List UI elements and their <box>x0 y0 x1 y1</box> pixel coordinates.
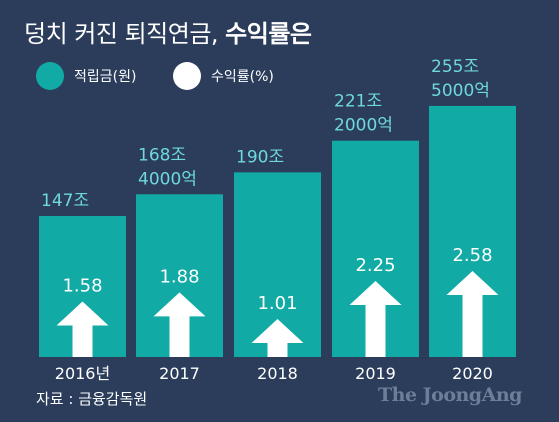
bar-value-label: 4000억 <box>138 169 197 189</box>
return-rate-label: 2.25 <box>355 255 395 276</box>
legend-label-return-rate: 수익률(%) <box>211 69 274 85</box>
return-arrow <box>153 292 206 357</box>
bar-value-label: 190조 <box>236 147 284 167</box>
return-rate-label: 1.58 <box>62 276 102 297</box>
return-arrow <box>349 281 402 357</box>
title-normal: 덩치 커진 퇴직연금, <box>24 20 219 48</box>
legend-item-return-rate: 수익률(%) <box>173 62 274 90</box>
source-note: 자료 : 금융감독원 <box>36 390 148 408</box>
bar-value-label: 5000억 <box>431 81 490 101</box>
x-tick-label: 2017 <box>159 364 200 383</box>
chart-title: 덩치 커진 퇴직연금, 수익률은 <box>24 14 312 49</box>
title-bold: 수익률은 <box>225 20 312 48</box>
legend-item-accumulated: 적립금(원) <box>36 62 136 90</box>
bar-value-label: 147조 <box>41 191 89 211</box>
bar-value-label: 168조 <box>138 145 186 165</box>
x-tick-label: 2019 <box>355 364 396 383</box>
x-tick-label: 2018 <box>257 364 298 383</box>
return-arrow <box>251 319 304 357</box>
return-rate-label: 2.58 <box>452 245 492 266</box>
return-arrow <box>56 301 109 357</box>
return-rate-label: 1.88 <box>159 266 199 287</box>
legend-swatch-white <box>173 62 201 90</box>
legend-swatch-teal <box>36 62 64 90</box>
bar-value-label: 2000억 <box>334 116 393 136</box>
x-tick-label: 2016년 <box>55 364 110 383</box>
return-rate-label: 1.01 <box>257 293 297 314</box>
x-tick-label: 2020 <box>452 364 493 383</box>
return-arrow <box>446 270 499 357</box>
publisher-logo: The JoongAng <box>378 384 522 406</box>
bar-value-label: 221조 <box>334 92 382 112</box>
legend-label-accumulated: 적립금(원) <box>74 69 137 85</box>
bar-value-label: 255조 <box>431 57 479 77</box>
